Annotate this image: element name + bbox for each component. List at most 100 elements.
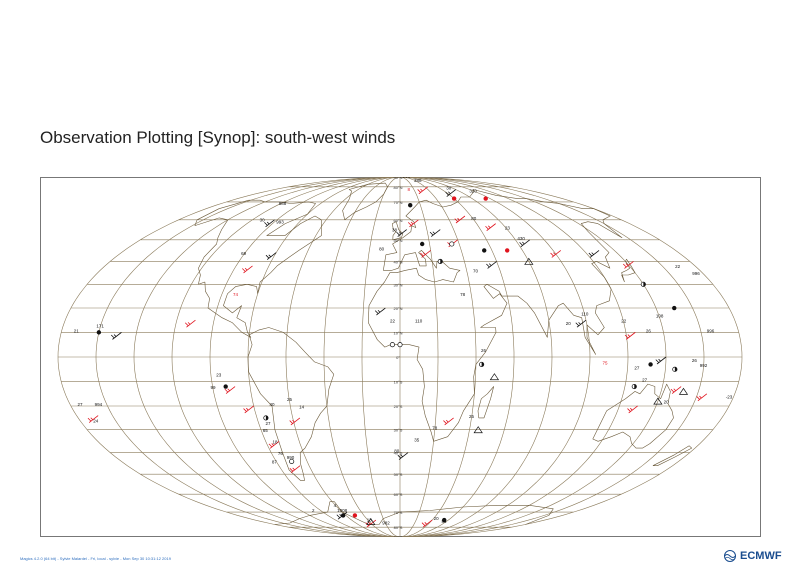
obs-label: 40 [270, 402, 276, 407]
ecmwf-logo-text: ECMWF [740, 550, 782, 562]
ecmwf-logo: ECMWF [722, 549, 782, 563]
obs-label: 888 [279, 201, 287, 206]
latitude-label: 70°S [394, 510, 403, 515]
station-open-icon [389, 342, 395, 348]
wind-barb-icon [443, 417, 454, 426]
wind-barb-icon [289, 417, 301, 426]
obs-label: 80 [394, 449, 400, 454]
wind-barb-icon [624, 332, 636, 340]
map-frame [40, 177, 761, 537]
map-canvas[interactable]: 90°N 80°N 70°N 60°N 50°N 40°N 30°N 20°N 10°N 0° 10… [40, 177, 761, 537]
wind-barb-icon [429, 229, 441, 237]
weather-triangle-icon [678, 387, 689, 395]
coastline-eurasia-africa [368, 189, 623, 442]
wind-barb-icon [575, 319, 587, 328]
meridian-line [399, 177, 743, 537]
obs-label: 13 [367, 518, 373, 523]
wind-barb-icon [417, 186, 429, 195]
obs-label: 27 [78, 402, 84, 407]
latitude-label: 80°N [394, 185, 403, 190]
wind-barb-icon [242, 265, 253, 274]
station-half-fill [481, 362, 484, 367]
wind-barb-icon [420, 250, 431, 258]
obs-label: 20 [434, 516, 440, 521]
obs-label: 65 [263, 428, 269, 433]
wind-barb-icon [486, 261, 497, 269]
wind-barb-icon [397, 452, 409, 460]
wind-barb-icon [454, 215, 466, 224]
obs-label: 22 [390, 319, 396, 324]
weather-triangle-icon [366, 517, 376, 525]
wind-barb-icon [265, 252, 277, 260]
meridian-line [95, 177, 401, 537]
obs-label: 26 [692, 358, 698, 363]
coastline-great-britain [392, 221, 404, 241]
obs-label: 110 [581, 311, 589, 316]
obs-label: 38 [392, 228, 398, 233]
latitude-label: 20°N [394, 306, 403, 311]
coastline-australia [592, 383, 674, 449]
obs-label: 27 [266, 421, 272, 426]
wind-barb-icon [87, 415, 99, 423]
station-half-fill [265, 415, 269, 421]
coastline-greenland [342, 182, 388, 221]
wind-barb-icon [243, 405, 254, 414]
obs-label: 18 [273, 440, 279, 445]
obs-label: 27 [642, 378, 648, 383]
wind-barb-icon [485, 223, 496, 231]
wind-barb-icon [224, 386, 236, 394]
obs-label: 993 [276, 220, 284, 225]
wind-barb-icon [696, 393, 708, 402]
obs-label: 69 [241, 251, 247, 256]
station-open-icon [397, 342, 403, 348]
obs-label: 430 [517, 236, 525, 241]
station-filled-icon [482, 248, 487, 253]
meridian-line [323, 177, 401, 537]
latitude-label: 20°S [394, 404, 403, 409]
obs-label: 990 [287, 455, 295, 460]
wind-barb-icon [374, 307, 386, 316]
obs-label: 35 [414, 437, 420, 442]
station-half-fill [440, 259, 443, 264]
obs-label: 80 [379, 246, 385, 251]
weather-triangle-icon [489, 373, 500, 381]
obs-label: 84 [442, 519, 448, 524]
station-filled-icon [504, 248, 510, 253]
latitude-label: 10°S [394, 380, 403, 385]
meridian-line [209, 177, 401, 537]
obs-label: 76 [278, 451, 284, 456]
obs-label: 74 [233, 292, 239, 297]
station-filled-icon [672, 305, 677, 311]
obs-label: 14 [299, 404, 305, 409]
obs-label: 110 [415, 319, 423, 324]
wind-barb-icon [655, 356, 667, 365]
obs-label: 27 [634, 365, 640, 370]
station-filled-icon [340, 513, 346, 518]
obs-label: 75 [603, 360, 609, 365]
meridian-line [399, 177, 477, 537]
obs-label: 1008 [337, 508, 348, 513]
obs-label: 21 [74, 328, 80, 333]
station-filled-icon [648, 362, 653, 367]
meridian-line [399, 177, 591, 537]
obs-label: 320 [469, 188, 477, 193]
obs-label: 4 [334, 503, 337, 508]
obs-label: 87 [272, 460, 278, 465]
coastline-new-zealand [652, 445, 692, 466]
obs-label: 22 [621, 319, 627, 324]
wind-barb-icon [622, 261, 634, 269]
obs-label: 24 [93, 419, 99, 424]
obs-label: 30 [446, 186, 452, 191]
meridian-line [171, 177, 401, 537]
obs-label: 23 [505, 226, 511, 231]
latitude-label: 50°S [394, 472, 403, 477]
station-half-fill [643, 282, 646, 287]
obs-label: 26 [481, 348, 487, 353]
latitude-label: 90°S [394, 535, 403, 537]
station-filled-icon [442, 517, 447, 523]
station-filled-icon [419, 241, 425, 247]
weather-triangle-icon [524, 257, 534, 265]
obs-label: 8 [408, 187, 411, 192]
latitude-label: 40°S [394, 451, 403, 456]
obs-label: 108 [656, 314, 664, 319]
